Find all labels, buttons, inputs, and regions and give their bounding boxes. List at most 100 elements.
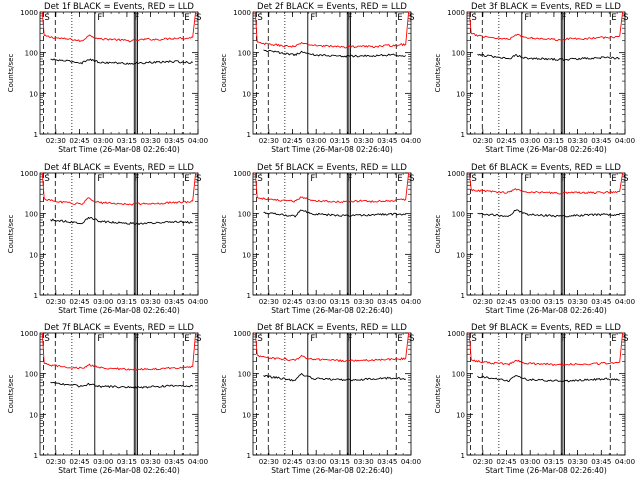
y-tick-label: 100 bbox=[452, 211, 465, 219]
x-tick-label: 02:45 bbox=[69, 458, 89, 466]
x-tick-label: 03:30 bbox=[141, 137, 161, 145]
x-tick-label: 03:45 bbox=[164, 298, 184, 306]
x-tick-label: 02:30 bbox=[259, 298, 279, 306]
x-tick-label: 03:45 bbox=[591, 458, 611, 466]
y-tick-label: 1 bbox=[34, 452, 38, 460]
x-tick-label: 03:30 bbox=[354, 458, 374, 466]
chart-title: Det 5f BLACK = Events, RED = LLD bbox=[257, 163, 407, 173]
x-tick-label: 03:00 bbox=[93, 458, 113, 466]
x-tick-label: 03:00 bbox=[520, 137, 540, 145]
series-lld-line bbox=[254, 11, 410, 49]
y-tick-label: 1000 bbox=[447, 9, 465, 17]
x-tick-label: 03:45 bbox=[591, 137, 611, 145]
x-tick-label: 03:45 bbox=[591, 298, 611, 306]
series-lld-line bbox=[41, 11, 197, 43]
x-tick-label: 03:45 bbox=[164, 458, 184, 466]
y-axis-label: Counts/sec bbox=[220, 375, 228, 414]
marker-label: E bbox=[184, 174, 189, 184]
y-tick-label: 1 bbox=[247, 292, 251, 300]
y-tick-label: 1000 bbox=[233, 9, 251, 17]
x-tick-label: 03:15 bbox=[330, 137, 350, 145]
x-tick-label: 02:30 bbox=[46, 137, 66, 145]
y-axis-label: Counts/sec bbox=[434, 54, 442, 93]
y-tick-label: 1000 bbox=[447, 170, 465, 178]
x-tick-label: 04:00 bbox=[188, 137, 208, 145]
series-lld-line bbox=[41, 172, 197, 206]
x-tick-label: 02:45 bbox=[496, 458, 516, 466]
marker-label: F bbox=[561, 13, 566, 23]
marker-label: F bbox=[524, 13, 529, 23]
x-tick-label: 03:00 bbox=[306, 298, 326, 306]
marker-label: E bbox=[397, 13, 402, 23]
y-tick-label: 100 bbox=[452, 371, 465, 379]
marker-label: E bbox=[611, 174, 616, 184]
x-tick-label: 03:15 bbox=[544, 137, 564, 145]
x-tick-label: 04:00 bbox=[188, 458, 208, 466]
x-tick-label: 03:30 bbox=[141, 458, 161, 466]
y-tick-label: 10 bbox=[456, 251, 465, 259]
chart-panel-4: Det 4f BLACK = Events, RED = LLD 1 10 100 10… bbox=[7, 163, 208, 315]
series-events-line bbox=[50, 58, 194, 65]
marker-label: S bbox=[471, 174, 476, 184]
x-tick-label: 03:30 bbox=[568, 137, 588, 145]
chart-panel-3: Det 3f BLACK = Events, RED = LLD 1 10 100 10… bbox=[434, 2, 635, 154]
x-tick-label: 03:30 bbox=[568, 458, 588, 466]
plot-frame bbox=[39, 11, 199, 135]
chart-panel-1: Det 1f BLACK = Events, RED = LLD 1 10 100 10… bbox=[7, 2, 208, 154]
marker-label: F bbox=[561, 174, 566, 184]
chart-title: Det 3f BLACK = Events, RED = LLD bbox=[471, 2, 621, 12]
y-tick-label: 10 bbox=[456, 90, 465, 98]
x-tick-label: 02:30 bbox=[259, 458, 279, 466]
x-axis-label: Start Time (26-Mar-08 02:26:40) bbox=[58, 306, 180, 315]
y-tick-label: 1 bbox=[247, 452, 251, 460]
chart-title: Det 4f BLACK = Events, RED = LLD bbox=[44, 163, 194, 173]
y-axis-label: Counts/sec bbox=[7, 215, 15, 254]
x-tick-label: 02:30 bbox=[46, 458, 66, 466]
marker-label: F bbox=[134, 334, 139, 344]
y-tick-label: 100 bbox=[238, 371, 251, 379]
marker-label: S bbox=[409, 13, 414, 23]
marker-label: F bbox=[347, 174, 352, 184]
x-tick-label: 02:45 bbox=[282, 458, 302, 466]
series-events-line bbox=[50, 381, 194, 389]
plot-frame bbox=[252, 11, 412, 135]
x-tick-label: 03:45 bbox=[377, 298, 397, 306]
marker-label: S bbox=[44, 13, 49, 23]
plot-frame bbox=[39, 332, 199, 456]
chart-title: Det 6f BLACK = Events, RED = LLD bbox=[471, 163, 621, 173]
x-tick-label: 04:00 bbox=[188, 298, 208, 306]
y-tick-label: 100 bbox=[25, 50, 38, 58]
x-axis-label: Start Time (26-Mar-08 02:26:40) bbox=[58, 145, 180, 154]
y-tick-label: 1000 bbox=[233, 170, 251, 178]
marker-label: F bbox=[310, 174, 315, 184]
series-lld-line bbox=[254, 172, 410, 203]
series-lld-line bbox=[468, 11, 624, 41]
marker-label: F bbox=[524, 334, 529, 344]
x-axis-label: Start Time (26-Mar-08 02:26:40) bbox=[485, 466, 607, 475]
x-tick-label: 03:15 bbox=[117, 298, 137, 306]
x-tick-label: 02:45 bbox=[282, 137, 302, 145]
chart-title: Det 8f BLACK = Events, RED = LLD bbox=[257, 323, 407, 333]
x-tick-label: 03:30 bbox=[354, 137, 374, 145]
x-tick-label: 03:15 bbox=[544, 298, 564, 306]
marker-label: S bbox=[471, 334, 476, 344]
marker-label: S bbox=[623, 13, 628, 23]
chart-title: Det 2f BLACK = Events, RED = LLD bbox=[257, 2, 407, 12]
y-axis-label: Counts/sec bbox=[434, 375, 442, 414]
x-tick-label: 03:15 bbox=[117, 137, 137, 145]
x-tick-label: 04:00 bbox=[401, 458, 421, 466]
marker-label: S bbox=[44, 334, 49, 344]
series-events-line bbox=[263, 49, 406, 58]
series-lld-line bbox=[468, 332, 624, 366]
x-tick-label: 03:15 bbox=[544, 458, 564, 466]
series-events-line bbox=[50, 216, 193, 226]
x-tick-label: 04:00 bbox=[615, 458, 635, 466]
chart-title: Det 7f BLACK = Events, RED = LLD bbox=[44, 323, 194, 333]
y-tick-label: 1000 bbox=[20, 330, 38, 338]
plot-frame bbox=[466, 11, 626, 135]
y-tick-label: 10 bbox=[456, 411, 465, 419]
x-tick-label: 03:00 bbox=[520, 458, 540, 466]
marker-label: F bbox=[97, 334, 102, 344]
y-tick-label: 1 bbox=[247, 131, 251, 139]
